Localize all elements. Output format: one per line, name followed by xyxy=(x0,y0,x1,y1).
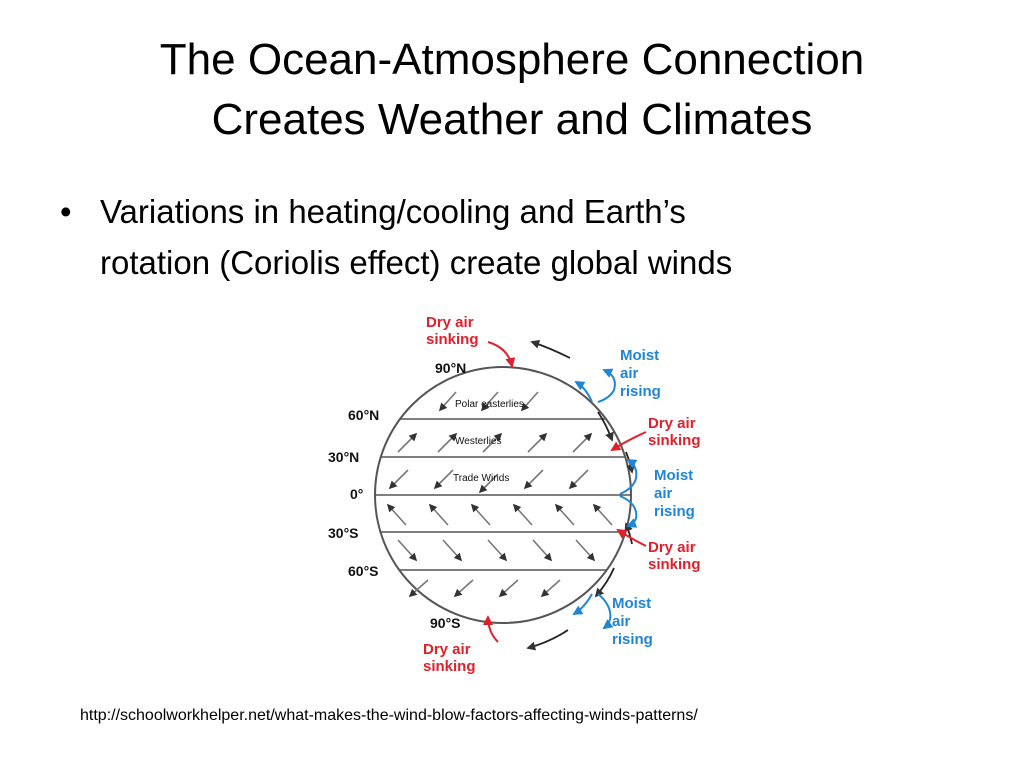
bullet-line-1: Variations in heating/cooling and Earth’… xyxy=(100,193,686,230)
dry-air-word-2: sinking xyxy=(648,432,701,449)
dry-air-word-2: sinking xyxy=(648,556,701,573)
moist-air-label-60n: Moist air rising xyxy=(620,347,663,400)
bullet-dot-icon: • xyxy=(60,193,72,230)
moist-air-arrows xyxy=(572,368,638,630)
bullet-list: • Variations in heating/cooling and Eart… xyxy=(58,186,958,288)
bullet-item: • Variations in heating/cooling and Eart… xyxy=(58,186,958,288)
latitude-label-90s: 90°S xyxy=(430,615,461,631)
dry-air-word-1: Dry air xyxy=(426,314,474,331)
moist-air-label-equator: Moist air rising xyxy=(654,467,697,520)
source-url[interactable]: http://schoolworkhelper.net/what-makes-t… xyxy=(80,707,698,724)
dry-air-label-30n: Dry air sinking xyxy=(648,415,701,449)
title-line-1: The Ocean-Atmosphere Connection xyxy=(159,35,865,84)
moist-air-word-3: rising xyxy=(620,383,661,400)
dry-air-word-1: Dry air xyxy=(423,641,471,658)
latitude-label-90n: 90°N xyxy=(435,360,466,376)
moist-air-word-1: Moist xyxy=(654,467,693,484)
bullet-line-2: rotation (Coriolis effect) create global… xyxy=(100,244,733,281)
dry-air-arrows xyxy=(483,341,647,643)
dry-air-label-top: Dry air sinking xyxy=(426,314,479,348)
belt-label-westerlies: Westerlies xyxy=(455,436,502,447)
global-winds-diagram: Polar easterlies Westerlies Trade Winds … xyxy=(328,314,701,675)
moist-air-word-2: air xyxy=(620,365,639,382)
belt-label-polar-easterlies: Polar easterlies xyxy=(455,399,524,410)
slide-title: The Ocean-Atmosphere Connection Creates … xyxy=(40,30,984,150)
moist-air-word-2: air xyxy=(612,613,631,630)
belt-label-trade-winds: Trade Winds xyxy=(453,473,509,484)
moist-air-label-60s: Moist air rising xyxy=(612,595,655,648)
moist-air-word-3: rising xyxy=(612,631,653,648)
dry-air-label-bottom: Dry air sinking xyxy=(423,641,476,675)
latitude-lines xyxy=(375,418,631,571)
moist-air-word-3: rising xyxy=(654,503,695,520)
dry-air-word-1: Dry air xyxy=(648,415,696,432)
latitude-label-60n: 60°N xyxy=(348,407,379,423)
title-line-2: Creates Weather and Climates xyxy=(211,95,813,144)
latitude-label-60s: 60°S xyxy=(348,563,379,579)
moist-air-word-2: air xyxy=(654,485,673,502)
surface-wind-arrows xyxy=(386,391,613,598)
dry-air-label-30s: Dry air sinking xyxy=(648,539,701,573)
latitude-label-30n: 30°N xyxy=(328,449,359,465)
moist-air-word-1: Moist xyxy=(620,347,659,364)
dry-air-word-1: Dry air xyxy=(648,539,696,556)
dry-air-word-2: sinking xyxy=(423,658,476,675)
dry-air-word-2: sinking xyxy=(426,331,479,348)
latitude-label-30s: 30°S xyxy=(328,525,359,541)
moist-air-word-1: Moist xyxy=(612,595,651,612)
circulation-arrows xyxy=(526,340,635,651)
latitude-label-equator: 0° xyxy=(350,486,363,502)
